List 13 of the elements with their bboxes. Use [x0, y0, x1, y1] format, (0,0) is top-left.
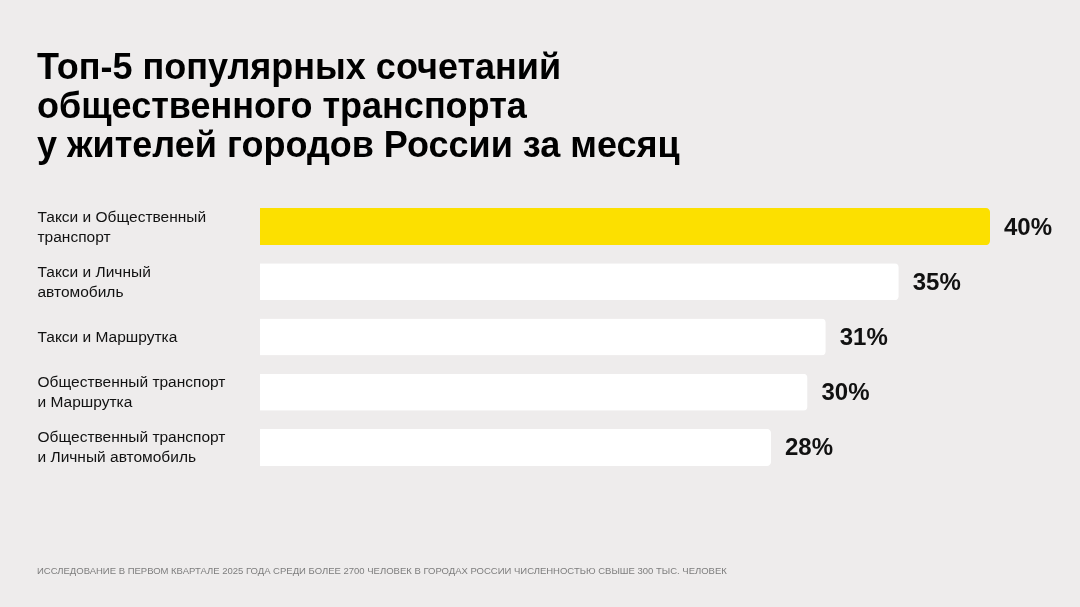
chart-title: Топ-5 популярных сочетаний общественного транспорта у жителей городов России за месяц — [37, 46, 680, 165]
data-label: 30% — [821, 378, 870, 406]
y-tick-label: Общественный транспорт и Личный автомобиль — [37, 428, 226, 466]
y-tick-label: Общественный транспорт и Маршрутка — [37, 373, 226, 411]
y-tick-label: Такси и Общественный транспорт — [37, 207, 207, 245]
data-label: 35% — [912, 267, 961, 295]
data-label: 40% — [1004, 212, 1053, 240]
y-tick-label: Такси и Личный автомобиль — [37, 262, 151, 300]
data-label: 31% — [839, 323, 888, 350]
bar — [260, 208, 990, 246]
data-label: 28% — [785, 433, 834, 461]
text: ИССЛЕДОВАНИЕ В ПЕРВОМ КВАРТАЛЕ 2025 ГОДА СРЕДИ БОЛЕЕ 2700 ЧЕЛОВЕК В ГОРОДАХ РОССИИ ЧИСЛЕННОСТЬЮ СВЫШЕ 300 ТЫС. ЧЕЛОВЕК — [37, 565, 728, 576]
y-tick-label: Такси и Маршрутка — [37, 328, 178, 345]
